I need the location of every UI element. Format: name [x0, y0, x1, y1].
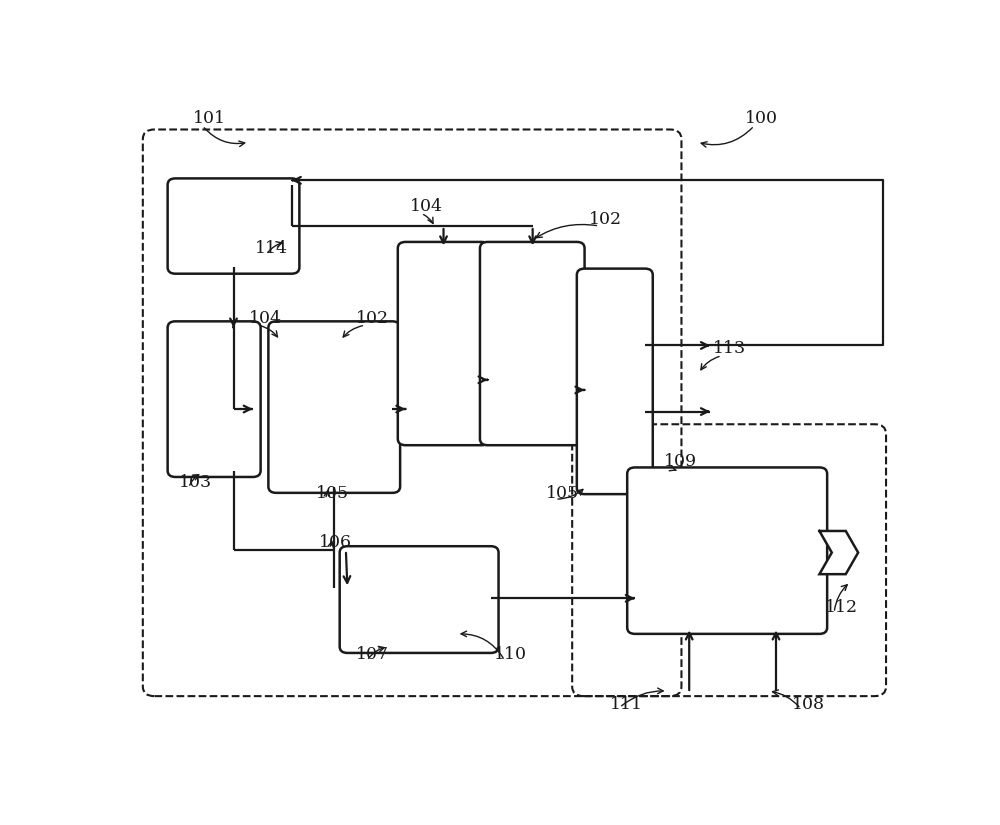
Text: 111: 111: [610, 695, 643, 713]
Text: 104: 104: [410, 198, 443, 214]
Text: 108: 108: [792, 695, 824, 713]
FancyBboxPatch shape: [577, 269, 653, 494]
FancyBboxPatch shape: [268, 321, 400, 493]
Text: 109: 109: [664, 453, 698, 470]
Text: 102: 102: [356, 309, 389, 327]
FancyBboxPatch shape: [480, 242, 585, 446]
Text: 100: 100: [745, 111, 778, 127]
Text: 114: 114: [255, 240, 288, 257]
Text: 102: 102: [588, 210, 622, 228]
Text: 104: 104: [249, 309, 282, 327]
Text: 105: 105: [546, 485, 579, 502]
FancyBboxPatch shape: [627, 468, 827, 634]
FancyBboxPatch shape: [340, 546, 499, 653]
Text: 106: 106: [319, 534, 352, 551]
FancyBboxPatch shape: [168, 322, 261, 477]
Text: 107: 107: [356, 646, 389, 663]
FancyBboxPatch shape: [398, 242, 489, 446]
FancyBboxPatch shape: [168, 178, 299, 274]
Text: 113: 113: [712, 340, 746, 357]
Text: 112: 112: [825, 599, 858, 615]
Text: 110: 110: [494, 646, 527, 663]
Text: 103: 103: [179, 474, 212, 491]
Polygon shape: [819, 531, 858, 574]
Text: 101: 101: [193, 111, 226, 127]
Text: 105: 105: [316, 485, 349, 502]
